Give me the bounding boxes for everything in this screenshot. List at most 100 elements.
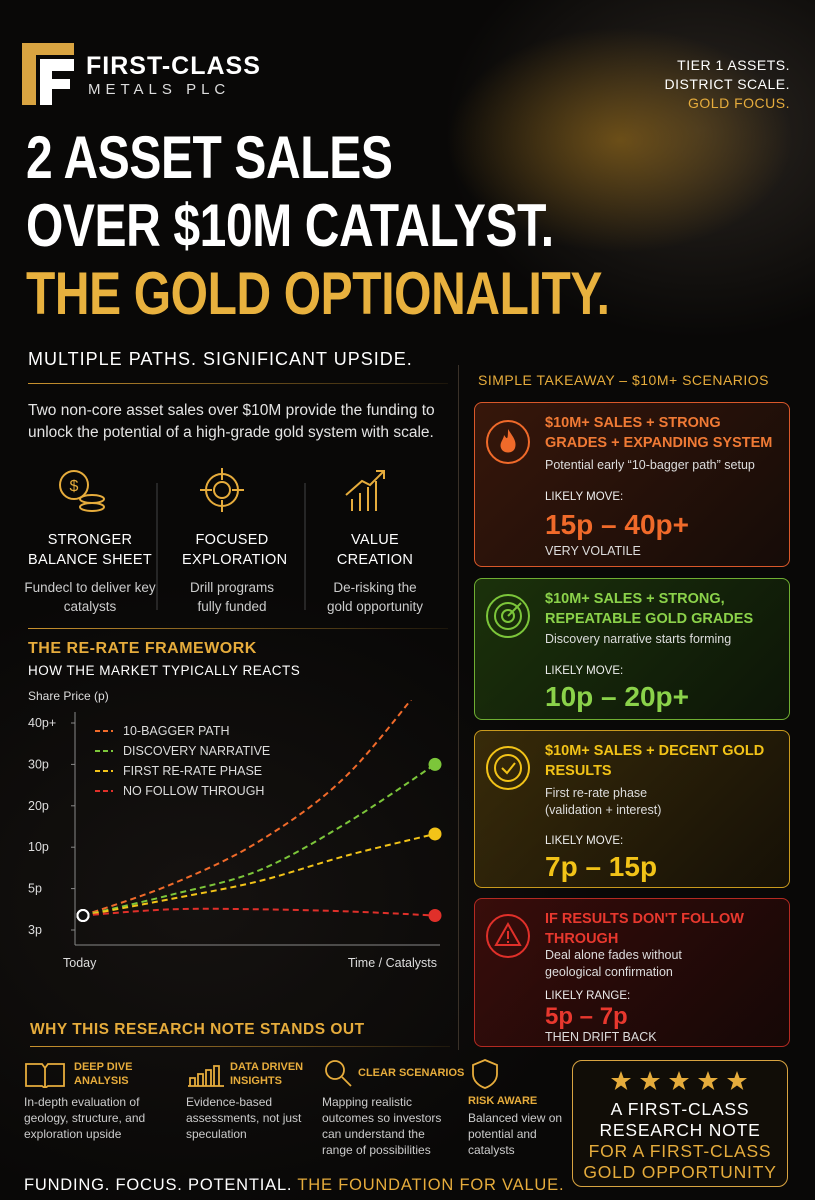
y-tick-label: 40p+ — [28, 716, 56, 730]
scenario-card: $10M+ SALES + STRONG, REPEATABLE GOLD GR… — [474, 578, 790, 720]
icon — [325, 1060, 352, 1087]
footer-text: THE FOUNDATION FOR VALUE. — [297, 1176, 565, 1194]
logo-name: FIRST-CLASS — [86, 52, 261, 80]
stars — [611, 1071, 747, 1090]
why-item-title: CLEAR SCENARIOS — [358, 1067, 465, 1079]
icon — [486, 746, 530, 790]
why-item-title: DATA DRIVEN INSIGHTS — [230, 1061, 304, 1087]
move-value: 5p – 7p — [545, 1003, 628, 1030]
pillar-text: Drill programs fully funded — [189, 580, 274, 614]
headline: THE GOLD OPTIONALITY. — [26, 260, 610, 327]
badge-line: FOR A FIRST-CLASS — [588, 1141, 772, 1161]
tagline-line: GOLD FOCUS. — [688, 95, 790, 111]
y-axis-title: Share Price (p) — [28, 689, 109, 703]
footer-text: FUNDING. FOCUS. POTENTIAL. — [24, 1176, 293, 1194]
legend-label: DISCOVERY NARRATIVE — [123, 744, 270, 758]
move-label: LIKELY RANGE: — [545, 990, 631, 1002]
framework-subtitle: HOW THE MARKET TYPICALLY REACTS — [28, 663, 301, 678]
scenario-desc: First re-rate phase (validation + intere… — [545, 786, 662, 817]
why-title: WHY THIS RESEARCH NOTE STANDS OUT — [30, 1021, 365, 1038]
why-item-text: Mapping realistic outcomes so investors … — [322, 1095, 442, 1157]
tagline: TIER 1 ASSETS. DISTRICT SCALE. GOLD FOCU… — [665, 56, 791, 113]
point — [428, 909, 442, 923]
series-line — [82, 763, 436, 917]
badge-line: A FIRST-CLASS — [610, 1099, 750, 1119]
why-item-text: Evidence-based assessments, not just spe… — [186, 1095, 302, 1141]
move-label: LIKELY MOVE: — [545, 665, 624, 677]
move-value: 10p – 20p+ — [545, 681, 689, 712]
scenario-desc: Deal alone fades without geological conf… — [545, 948, 682, 979]
y-tick-label: 20p — [28, 799, 49, 813]
icon — [486, 420, 530, 464]
footer: FUNDING. FOCUS. POTENTIAL. THE FOUNDATIO… — [24, 1176, 564, 1195]
pillar-title: VALUE CREATION — [336, 532, 414, 568]
scenario-card: $10M+ SALES + STRONG GRADES + EXPANDING … — [474, 402, 790, 567]
legend-label: NO FOLLOW THROUGH — [123, 784, 264, 798]
y-tick-label: 10p — [28, 840, 49, 854]
scenario-desc: Discovery narrative starts forming — [545, 632, 732, 646]
point — [76, 909, 90, 923]
scenario-card: $10M+ SALES + DECENT GOLD RESULTS First … — [474, 730, 790, 888]
y-tick-label: 5p — [28, 882, 42, 896]
why-item-title: DEEP DIVE ANALYSIS — [74, 1061, 133, 1087]
scenario-card: IF RESULTS DON'T FOLLOW THROUGH Deal alo… — [474, 898, 790, 1047]
scenario-title: $10M+ SALES + DECENT GOLD RESULTS — [545, 743, 765, 779]
svg-text:$: $ — [70, 478, 79, 495]
legend-label: 10-BAGGER PATH — [123, 724, 230, 738]
divider — [30, 1046, 450, 1047]
logo-sub: METALS PLC — [88, 81, 231, 98]
framework-title: THE RE-RATE FRAMEWORK — [28, 640, 257, 657]
why-item-text: In-depth evaluation of geology, structur… — [24, 1095, 146, 1141]
y-tick-label: 30p — [28, 757, 49, 771]
badge: A FIRST-CLASS RESEARCH NOTE FOR A FIRST-… — [572, 1060, 788, 1187]
icon — [25, 1063, 65, 1088]
point — [428, 757, 442, 771]
move-value: 15p – 40p+ — [545, 509, 689, 540]
scenario-desc: Potential early “10-bagger path” setup — [545, 458, 755, 472]
divider — [28, 628, 448, 629]
pillar-text: De-risking the gold opportunity — [326, 580, 424, 614]
takeaway-title: SIMPLE TAKEAWAY – $10M+ SCENARIOS — [478, 372, 770, 388]
badge-line: RESEARCH NOTE — [599, 1120, 761, 1140]
column-divider — [458, 365, 459, 1050]
move-note: VERY VOLATILE — [545, 544, 641, 558]
y-tick-label: 3p — [28, 923, 42, 937]
pillar-text: Fundecl to deliver key catalysts — [24, 580, 156, 614]
tagline-line: TIER 1 ASSETS. — [677, 57, 790, 73]
legend-label: FIRST RE-RATE PHASE — [123, 764, 262, 778]
tagline-line: DISTRICT SCALE. — [664, 76, 790, 92]
logo-mark — [22, 43, 74, 105]
why-item-title: RISK AWARE — [468, 1095, 538, 1107]
move-note: THEN DRIFT BACK — [545, 1030, 657, 1044]
icon — [486, 594, 530, 638]
series-line — [82, 907, 436, 917]
pillar: FOCUSED EXPLORATION Drill programs fully … — [162, 530, 302, 616]
scenario-title: $10M+ SALES + STRONG, REPEATABLE GOLD GR… — [545, 591, 754, 627]
pillar-icons: $ — [59, 468, 385, 610]
subheadline: MULTIPLE PATHS. SIGNIFICANT UPSIDE. — [28, 349, 413, 369]
headline: 2 ASSET SALES — [26, 124, 393, 191]
x-tick-label: Time / Catalysts — [348, 956, 437, 970]
intro: Two non-core asset sales over $10M provi… — [28, 402, 435, 441]
series-line — [82, 832, 436, 917]
headline: OVER $10M CATALYST. — [26, 192, 554, 259]
scenario-title: IF RESULTS DON'T FOLLOW THROUGH — [545, 911, 744, 947]
pillar: STRONGER BALANCE SHEET Fundecl to deliver… — [20, 530, 160, 616]
why-item-text: Balanced view on potential and catalysts — [468, 1111, 563, 1157]
divider — [28, 383, 448, 384]
scenario-title: $10M+ SALES + STRONG GRADES + EXPANDING … — [545, 415, 773, 451]
point — [428, 827, 442, 841]
pillar: VALUE CREATION De-risking the gold opport… — [305, 530, 445, 616]
x-tick-label: Today — [63, 956, 97, 970]
pillar-title: FOCUSED EXPLORATION — [182, 532, 288, 568]
icon — [188, 1065, 224, 1087]
move-label: LIKELY MOVE: — [545, 835, 624, 847]
chart: 3p 5p 10p 20p 30p 40p+ Today Time / Catalysts 10… — [28, 700, 442, 970]
pillar-title: STRONGER BALANCE SHEET — [28, 532, 152, 568]
icon — [486, 914, 530, 958]
badge-line: GOLD OPPORTUNITY — [583, 1162, 777, 1182]
move-label: LIKELY MOVE: — [545, 491, 624, 503]
icon — [472, 1059, 498, 1089]
move-value: 7p – 15p — [545, 851, 658, 882]
